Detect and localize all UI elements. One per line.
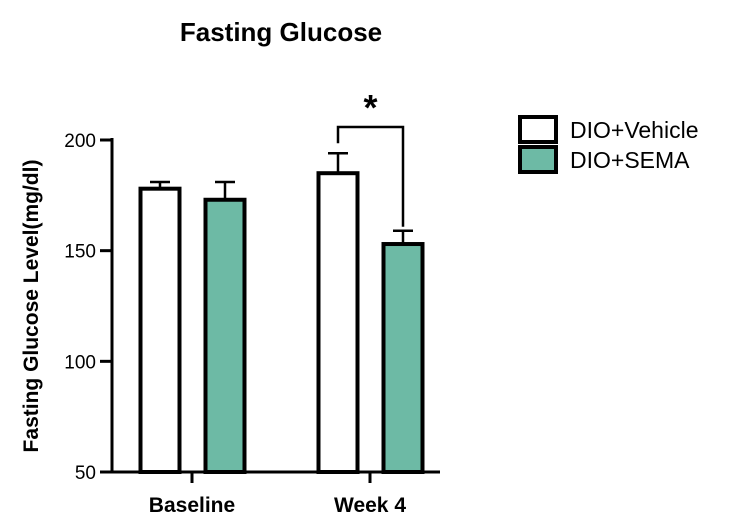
bar: [138, 186, 182, 474]
y-tick-label: 50: [75, 463, 96, 484]
legend: DIO+Vehicle DIO+SEMA: [518, 115, 699, 174]
x-tick-label: Week 4: [334, 494, 406, 517]
y-axis-label: Fasting Glucose Level(mg/dl): [20, 160, 43, 453]
y-tick-label: 150: [64, 242, 96, 263]
bar: [203, 197, 247, 474]
y-tick-label: 200: [64, 131, 96, 152]
significance-star: *: [363, 87, 377, 128]
significance-annotation: *: [336, 87, 405, 227]
legend-swatch: [518, 145, 558, 174]
bar: [316, 171, 360, 474]
bar: [381, 242, 425, 474]
legend-label: DIO+SEMA: [570, 147, 690, 173]
legend-swatch: [518, 115, 558, 144]
y-tick-label: 100: [64, 352, 96, 373]
significance-bracket: [336, 125, 405, 227]
error-bars: [150, 152, 413, 245]
x-tick-label: Baseline: [149, 494, 235, 517]
chart-title: Fasting Glucose: [180, 17, 382, 47]
legend-label: DIO+Vehicle: [570, 117, 699, 143]
bars: [138, 171, 425, 474]
